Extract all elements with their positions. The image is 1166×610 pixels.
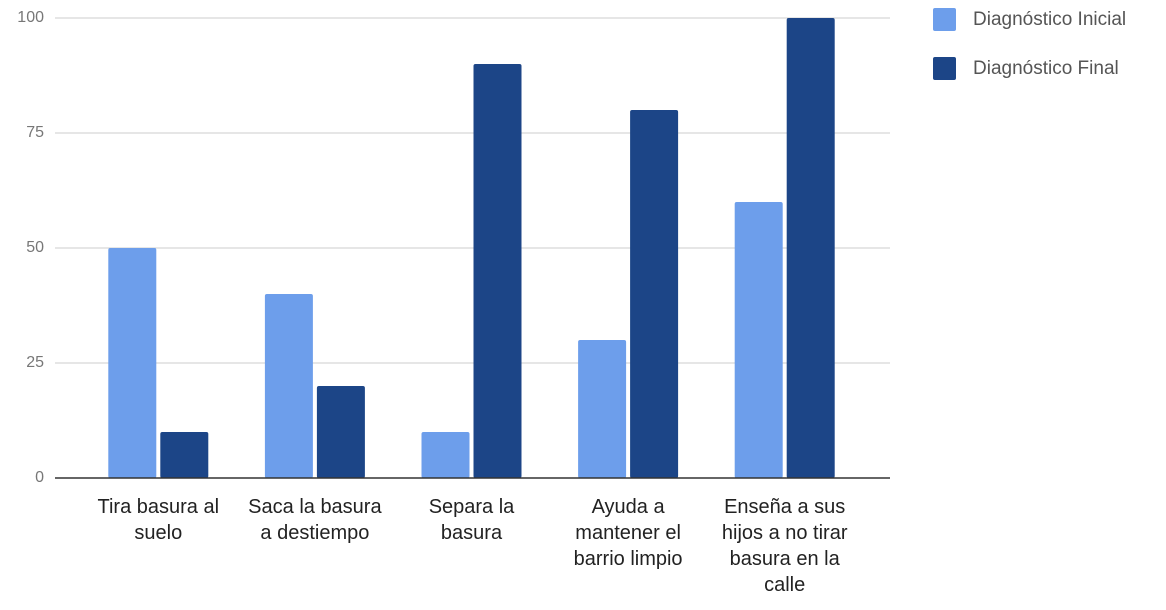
bar [630, 110, 679, 478]
y-tick-label: 0 [35, 469, 44, 486]
bar [473, 64, 522, 478]
x-tick-label: Enseña a sus hijos a no tirar basura en … [721, 496, 848, 596]
x-tick-label: Separa la basura [428, 496, 515, 544]
x-tick-label: Saca la basura a destiempo [248, 496, 382, 544]
legend-swatch [933, 57, 956, 80]
bar [734, 202, 783, 478]
bar [316, 386, 365, 478]
y-tick-label: 50 [26, 239, 44, 256]
bar [578, 340, 627, 478]
legend-label: Diagnóstico Final [973, 58, 1119, 79]
bar [421, 432, 470, 478]
bar [160, 432, 209, 478]
bar [786, 18, 835, 478]
legend-label: Diagnóstico Inicial [973, 9, 1126, 30]
legend-swatch [933, 8, 956, 31]
bar [108, 248, 157, 478]
y-tick-label: 75 [26, 124, 44, 141]
y-tick-label: 100 [17, 9, 44, 26]
x-tick-label: Ayuda a mantener el barrio limpio [573, 496, 683, 570]
x-tick-label: Tira basura al suelo [97, 496, 220, 544]
y-tick-label: 25 [26, 354, 44, 371]
bar [264, 294, 313, 478]
